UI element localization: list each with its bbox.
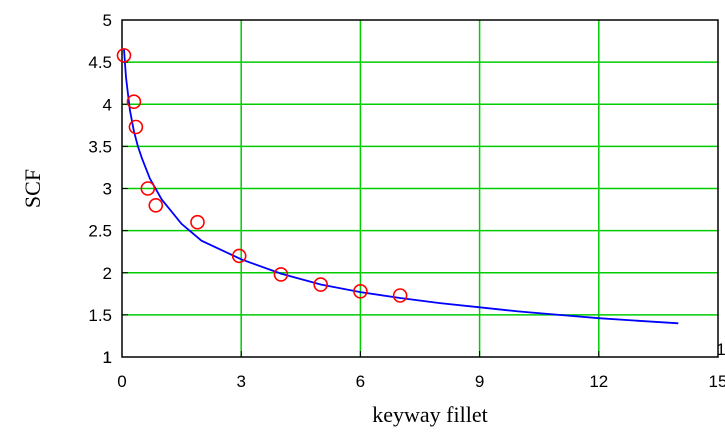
- x-tick-label: 0: [117, 372, 126, 391]
- x-tick-label: 15: [709, 372, 725, 391]
- y-tick-label: 3.5: [88, 137, 112, 156]
- y-tick-label: 4: [103, 95, 112, 114]
- fit-curve: [123, 49, 679, 325]
- y-tick-label: 5: [103, 11, 112, 30]
- corner-mark-x: 1: [716, 340, 725, 359]
- corner-mark-y: 1: [103, 348, 112, 367]
- y-axis-title: SCF: [20, 169, 45, 208]
- grid-layer: [122, 20, 718, 357]
- data-point: [190, 214, 205, 230]
- data-point: [313, 277, 328, 292]
- x-axis-title: keyway fillet: [372, 402, 487, 427]
- y-tick-label: 2.5: [88, 222, 112, 241]
- x-tick-label: 6: [356, 372, 365, 391]
- y-tick-label: 2: [103, 264, 112, 283]
- data-point: [353, 283, 368, 299]
- data-point: [140, 181, 156, 196]
- y-tick-label: 3: [103, 180, 112, 199]
- y-tick-label: 4.5: [88, 53, 112, 72]
- x-tick-label: 12: [589, 372, 608, 391]
- x-tick-label: 3: [236, 372, 245, 391]
- data-point: [126, 94, 142, 110]
- data-point: [116, 48, 132, 63]
- data-point: [128, 119, 144, 135]
- x-tick-label: 9: [475, 372, 484, 391]
- point-layer: [116, 48, 408, 303]
- line-layer: [123, 49, 679, 325]
- data-point: [392, 288, 408, 303]
- y-tick-label: 1: [103, 348, 112, 367]
- y-tick-label: 1.5: [88, 306, 112, 325]
- data-point: [273, 267, 289, 282]
- data-point: [231, 248, 247, 264]
- data-point: [148, 198, 164, 213]
- tick-layer: 0 3 6 9 12 15 1 1.5 2 2.5 3 3.5 4 4.5 5: [88, 11, 725, 391]
